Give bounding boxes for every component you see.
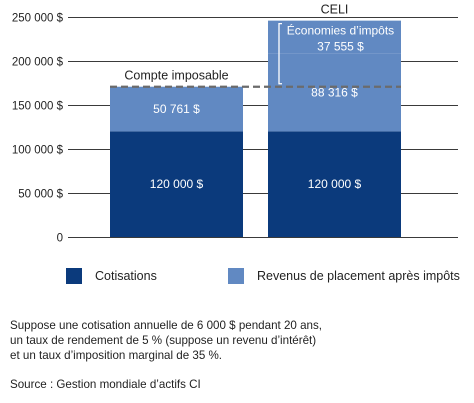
bar-celi-economies-impots <box>268 20 401 54</box>
y-tick-label-250000: 250 000 $ <box>12 13 64 25</box>
legend-label-cotisations: Cotisations <box>95 269 157 283</box>
y-tick-label-100000: 100 000 $ <box>12 145 64 157</box>
legend-label-revenus: Revenus de placement après impôts <box>257 269 460 283</box>
y-tick-label-150000: 150 000 $ <box>12 101 64 113</box>
note-line-3: et un taux d’imposition marginal de 35 %… <box>10 349 223 362</box>
note-line-1: Suppose une cotisation annuelle de 6 000… <box>10 319 322 332</box>
note-line-2: un taux de rendement de 5 % (suppose un … <box>10 334 317 347</box>
data-label-compte-imposable-revenus: 50 761 $ <box>153 102 200 116</box>
legend-item-revenus: Revenus de placement après impôts <box>228 268 460 284</box>
legend-item-cotisations: Cotisations <box>66 268 157 284</box>
legend-swatch-revenus <box>228 268 244 284</box>
data-label-compte-imposable-cotisations: 120 000 $ <box>150 177 204 191</box>
category-label-compte-imposable: Compte imposable <box>124 69 228 83</box>
assumption-note: Suppose une cotisation annuelle de 6 000… <box>10 318 466 363</box>
bar-celi-cotisations <box>268 131 401 237</box>
y-tick-label-0: 0 <box>57 233 63 245</box>
tax-savings-bracket <box>278 22 282 85</box>
category-label-celi: CELI <box>321 3 349 17</box>
bar-compte-imposable-cotisations <box>110 131 243 237</box>
legend-swatch-cotisations <box>66 268 82 284</box>
bar-celi-revenus <box>268 53 401 132</box>
bar-compte-imposable-revenus <box>110 86 243 132</box>
data-label-economies-impots-title: Économies d’impôts <box>287 23 394 38</box>
chart-legend: Cotisations Revenus de placement après i… <box>66 268 466 292</box>
source-note: Source : Gestion mondiale d’actifs CI <box>10 378 201 391</box>
y-tick-label-200000: 200 000 $ <box>12 57 64 69</box>
stacked-bar-chart: 0 50 000 $ 100 000 $ 150 000 $ 200 000 $ 250 … <box>12 3 458 245</box>
y-tick-label-50000: 50 000 $ <box>18 189 63 201</box>
data-label-celi-revenus: 88 316 $ <box>311 86 358 100</box>
data-label-celi-cotisations: 120 000 $ <box>308 177 362 191</box>
data-label-economies-impots-value: 37 555 $ <box>317 40 364 54</box>
